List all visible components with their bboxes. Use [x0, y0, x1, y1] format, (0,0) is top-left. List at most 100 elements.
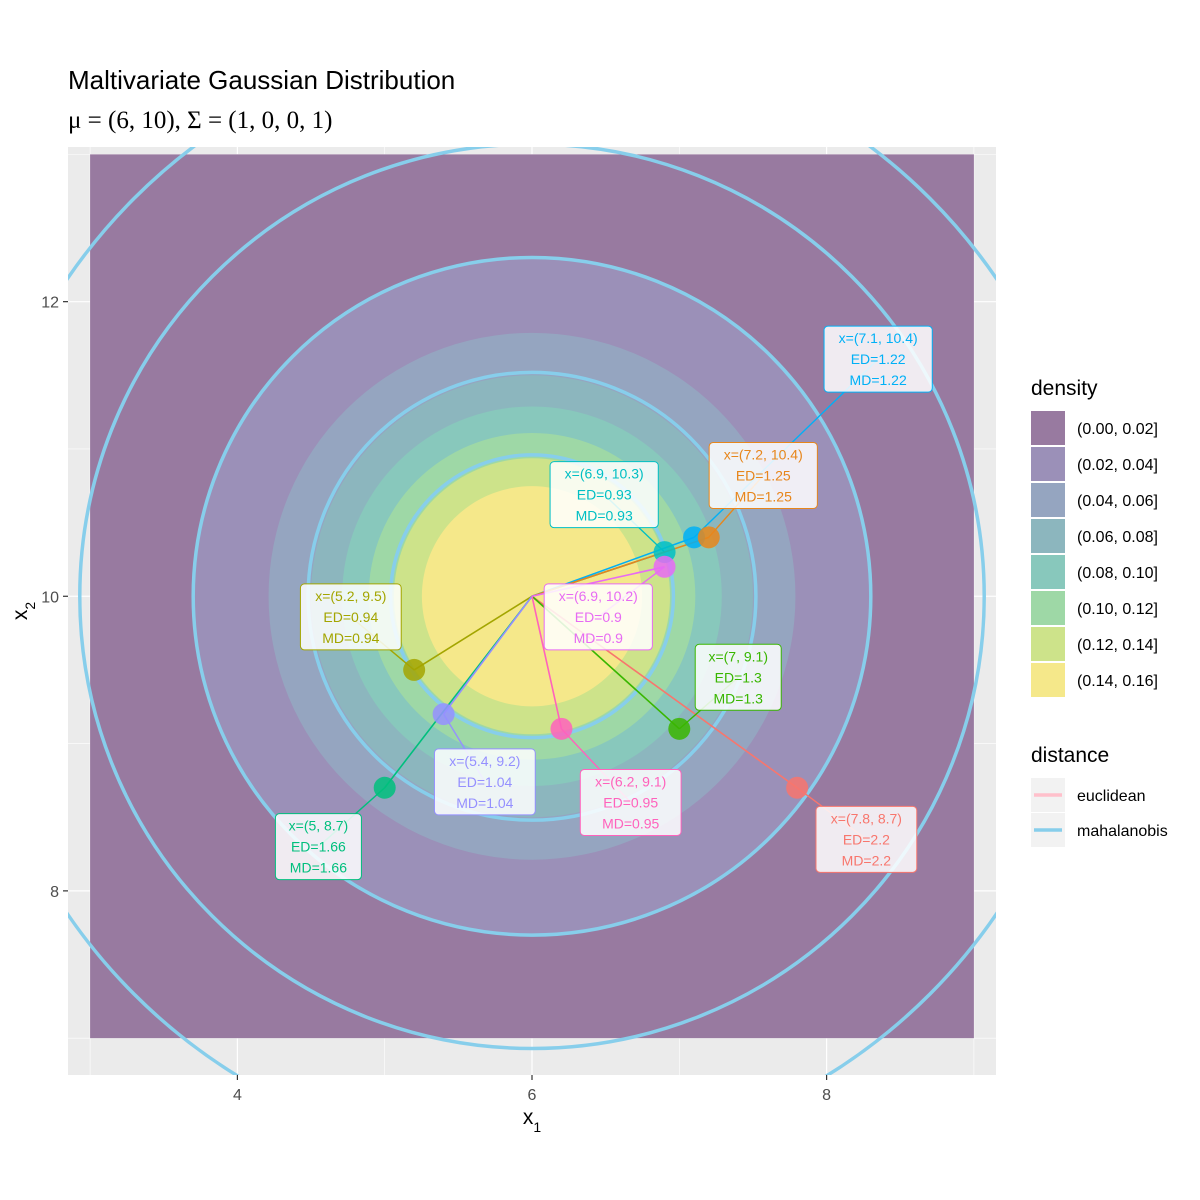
distance-legend: euclidean mahalanobis — [1031, 778, 1168, 847]
point-label-md: MD=1.25 — [735, 488, 792, 504]
point-label-ed: ED=1.04 — [457, 774, 512, 790]
density-legend-swatch — [1031, 627, 1065, 661]
density-legend-item: (0.02, 0.04] — [1031, 447, 1158, 481]
point-labels: x=(7.8, 8.7) ED=2.2 MD=2.2 x=(5.2, 9.5) ED=0… — [274, 325, 933, 881]
point-label: x=(6.2, 9.1) ED=0.95 MD=0.95 — [579, 768, 682, 836]
point-label-md: MD=0.95 — [602, 815, 659, 831]
data-points — [373, 526, 809, 799]
point-label: x=(7.1, 10.4) ED=1.22 MD=1.22 — [823, 325, 933, 393]
density-legend-swatch — [1031, 591, 1065, 625]
distance-legend-title: distance — [1031, 744, 1109, 767]
axes: 4 6 8 8 10 12 — [41, 295, 831, 1104]
data-point — [668, 717, 691, 740]
density-legend-swatch — [1031, 447, 1065, 481]
point-label: x=(7.8, 8.7) ED=2.2 MD=2.2 — [815, 805, 918, 873]
density-legend-label: (0.14, 0.16] — [1077, 673, 1158, 690]
x-tick-label: 6 — [528, 1087, 537, 1104]
point-label-box — [579, 768, 682, 836]
point-label-ed: ED=2.2 — [843, 831, 890, 847]
point-label-md: MD=0.94 — [322, 630, 379, 646]
point-label: x=(5.4, 9.2) ED=1.04 MD=1.04 — [433, 748, 536, 816]
density-legend-item: (0.04, 0.06] — [1031, 483, 1158, 517]
distance-segment — [442, 595, 533, 715]
distance-legend-label: mahalanobis — [1077, 823, 1168, 840]
mahalanobis-contour-3 — [78, 147, 986, 1051]
point-label-label: x=(6.2, 9.1) — [595, 773, 666, 789]
point-label-ed: ED=1.66 — [291, 839, 346, 855]
point-label: x=(6.9, 10.2) ED=0.9 MD=0.9 — [543, 583, 653, 651]
point-label-box — [299, 583, 402, 651]
point-label-box — [549, 461, 659, 529]
mahalanobis-contour-2 — [191, 255, 873, 937]
data-point — [403, 658, 426, 681]
point-label-md: MD=0.9 — [574, 630, 624, 646]
data-point — [653, 555, 676, 578]
point-label-md: MD=0.93 — [576, 508, 633, 524]
point-label-label: x=(7.8, 8.7) — [831, 810, 902, 826]
data-point — [786, 776, 809, 799]
density-legend-label: (0.02, 0.04] — [1077, 457, 1158, 474]
density-legend-swatch — [1031, 519, 1065, 553]
density-legend-item: (0.10, 0.12] — [1031, 591, 1158, 625]
density-legend-swatch — [1031, 483, 1065, 517]
y-tick-label: 12 — [41, 295, 59, 312]
point-label-ed: ED=0.93 — [577, 487, 632, 503]
data-point — [550, 717, 573, 740]
point-label-md: MD=1.22 — [850, 372, 907, 388]
x-axis-title: x1 — [523, 1106, 542, 1135]
point-label-box — [708, 441, 818, 509]
point-label: x=(7.2, 10.4) ED=1.25 MD=1.25 — [708, 441, 818, 509]
point-label-label: x=(6.9, 10.3) — [565, 466, 644, 482]
chart-subtitle: μ = (6, 10), Σ = (1, 0, 0, 1) — [68, 107, 332, 134]
point-label-box — [433, 748, 536, 816]
x-tick-label: 8 — [822, 1087, 831, 1104]
distance-legend-label: euclidean — [1077, 788, 1146, 805]
point-label-md: MD=1.04 — [456, 795, 513, 811]
point-label-ed: ED=0.94 — [323, 609, 378, 625]
density-legend-label: (0.08, 0.10] — [1077, 565, 1158, 582]
density-legend-item: (0.14, 0.16] — [1031, 663, 1158, 697]
point-label-label: x=(5.2, 9.5) — [315, 588, 386, 604]
point-label: x=(6.9, 10.3) ED=0.93 MD=0.93 — [549, 461, 659, 529]
y-tick-label: 10 — [41, 589, 59, 606]
point-label-box — [543, 583, 653, 651]
density-legend-label: (0.10, 0.12] — [1077, 601, 1158, 618]
density-legend-label: (0.04, 0.06] — [1077, 493, 1158, 510]
density-legend-swatch — [1031, 663, 1065, 697]
data-point — [373, 776, 396, 799]
point-label: x=(5.2, 9.5) ED=0.94 MD=0.94 — [299, 583, 402, 651]
point-label-ed: ED=1.3 — [715, 669, 762, 685]
density-legend-swatch — [1031, 411, 1065, 445]
point-label-md: MD=1.3 — [714, 690, 764, 706]
point-label-label: x=(7.2, 10.4) — [724, 446, 803, 462]
data-point — [697, 526, 720, 549]
chart-title: Maltivariate Gaussian Distribution — [68, 65, 455, 95]
density-legend-label: (0.06, 0.08] — [1077, 529, 1158, 546]
point-label-ed: ED=1.22 — [851, 351, 906, 367]
distance-segment — [413, 595, 533, 671]
density-legend-item: (0.00, 0.02] — [1031, 411, 1158, 445]
y-tick-label: 8 — [50, 884, 59, 901]
distance-legend-item: mahalanobis — [1031, 813, 1168, 847]
point-label-ed: ED=0.95 — [603, 794, 658, 810]
distance-legend-item: euclidean — [1031, 778, 1146, 812]
density-legend-label: (0.12, 0.14] — [1077, 637, 1158, 654]
density-legend: (0.00, 0.02] (0.02, 0.04] (0.04, 0.06] (0.0… — [1031, 411, 1158, 697]
density-legend-item: (0.12, 0.14] — [1031, 627, 1158, 661]
point-label: x=(7, 9.1) ED=1.3 MD=1.3 — [694, 643, 782, 711]
point-label-label: x=(7, 9.1) — [708, 648, 768, 664]
point-label-box — [815, 805, 918, 873]
point-label-md: MD=1.66 — [290, 860, 347, 876]
x-tick-label: 4 — [233, 1087, 242, 1104]
distance-segment — [531, 596, 563, 730]
density-legend-swatch — [1031, 555, 1065, 589]
point-label-box — [274, 813, 362, 881]
point-label-md: MD=2.2 — [842, 852, 892, 868]
point-label-label: x=(5, 8.7) — [289, 818, 349, 834]
point-label-label: x=(6.9, 10.2) — [559, 588, 638, 604]
density-legend-item: (0.06, 0.08] — [1031, 519, 1158, 553]
point-label: x=(5, 8.7) ED=1.66 MD=1.66 — [274, 813, 362, 881]
point-label-label: x=(5.4, 9.2) — [449, 753, 520, 769]
density-legend-title: density — [1031, 377, 1098, 400]
